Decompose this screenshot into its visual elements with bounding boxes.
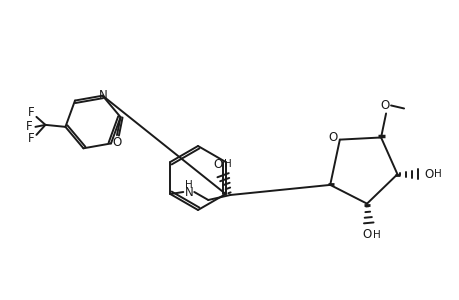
Text: H: H [224,159,232,169]
Text: N: N [185,185,193,199]
Text: O: O [380,99,389,112]
Text: N: N [99,89,108,102]
Text: O: O [362,228,371,241]
Text: F: F [28,132,35,146]
Text: H: H [433,169,440,179]
Text: O: O [213,158,223,170]
Text: H: H [372,230,380,240]
Text: O: O [424,168,433,181]
Text: F: F [28,106,35,119]
Text: F: F [26,120,33,134]
Text: O: O [328,131,337,144]
Text: H: H [185,180,193,190]
Text: O: O [112,136,121,148]
